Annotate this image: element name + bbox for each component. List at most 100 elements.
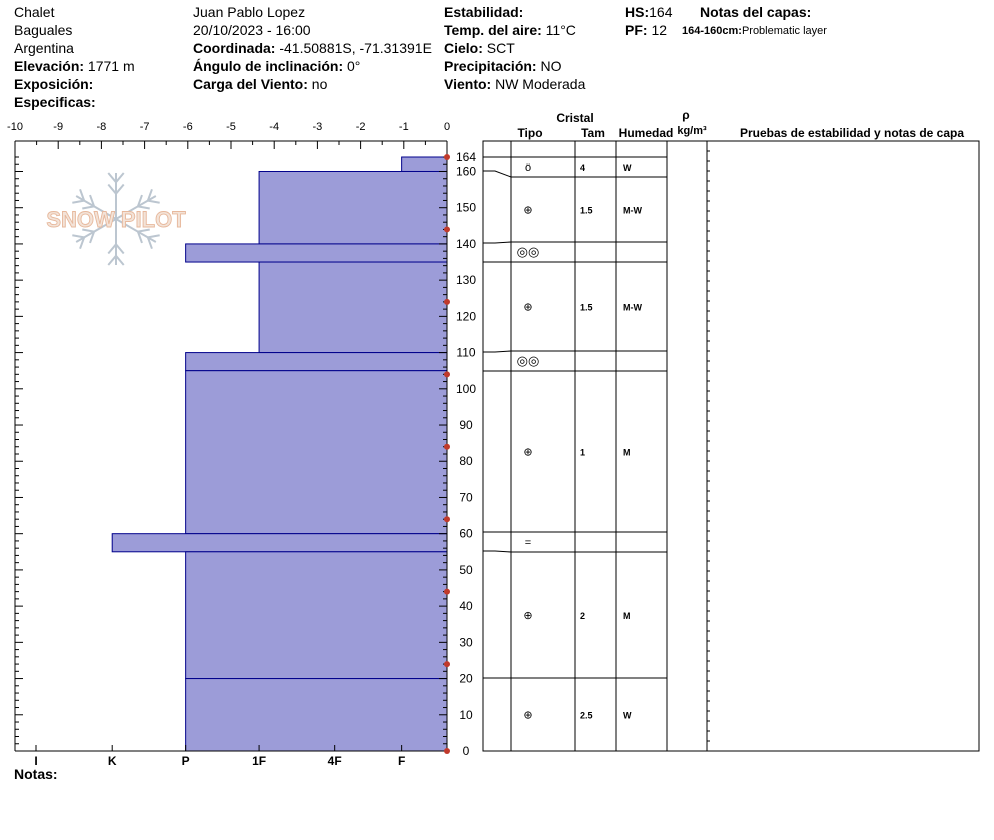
moisture-code: M-W [623, 303, 642, 313]
temp-tick-label: -3 [313, 121, 323, 133]
density-symbol: ρ [682, 108, 689, 122]
svg-text:SNOW PILOT: SNOW PILOT [46, 207, 186, 232]
height-tick-label: 120 [456, 309, 476, 323]
temp-tick-label: -7 [140, 121, 150, 133]
height-tick-label: 140 [456, 237, 476, 251]
hardness-bar [185, 678, 448, 752]
hardness-label: 4F [328, 754, 342, 768]
air-temperature: Temp. del aire: 11°C [444, 22, 576, 38]
layer-connector [483, 170, 512, 178]
layer-note: 164-160cm:Problematic layer [682, 25, 827, 37]
temp-tick-label: -2 [356, 121, 366, 133]
grain-size: 1.5 [580, 206, 593, 216]
hardness-label: F [398, 754, 405, 768]
layer-table-frame [482, 140, 980, 752]
grain-type-symbol: ⊕ [523, 710, 532, 722]
snow-height: HS:164 [625, 4, 673, 20]
density-unit: kg/m³ [677, 125, 707, 137]
moisture-code: W [623, 711, 632, 721]
hardness-bar [258, 261, 448, 354]
stability-label: Estabilidad: [444, 4, 524, 20]
temperature-point [444, 588, 450, 595]
height-tick-label: 70 [459, 490, 473, 504]
height-tick-label: 50 [459, 563, 473, 577]
grain-type-symbol: ⊕ [523, 447, 532, 459]
hardness-bar [185, 370, 448, 535]
temperature-point [444, 226, 450, 233]
observer-name: Juan Pablo Lopez [193, 4, 306, 20]
elevation: Elevación: 1771 m [14, 58, 135, 74]
layer-connector [483, 241, 512, 244]
country-name: Argentina [14, 40, 74, 56]
temp-tick-label: 0 [444, 121, 450, 133]
hardness-label: P [182, 754, 190, 768]
moisture-header: Humedad [619, 126, 674, 140]
precipitation: Precipitación: NO [444, 58, 562, 74]
height-tick-label: 100 [456, 382, 476, 396]
wind: Viento: NW Moderada [444, 76, 586, 92]
grain-size: 1.5 [580, 303, 593, 313]
slope-angle: Ángulo de inclinación: 0° [193, 58, 361, 74]
temperature-point [444, 443, 450, 450]
temperature-point [444, 371, 450, 378]
temperature-point [444, 298, 450, 305]
height-tick-label: 90 [459, 418, 473, 432]
temperature-point [444, 661, 450, 668]
moisture-code: M [623, 448, 631, 458]
hardness-label: I [34, 754, 37, 768]
size-header: Tam [581, 126, 605, 140]
temp-tick-label: -10 [7, 121, 23, 133]
hardness-label: K [108, 754, 117, 768]
temp-tick-label: -8 [97, 121, 107, 133]
hardness-bar [111, 533, 448, 553]
hardness-bar [185, 352, 448, 372]
temp-tick-label: -9 [53, 121, 63, 133]
height-tick-label: 80 [459, 454, 473, 468]
grain-type-symbol: ◎◎ [517, 244, 540, 259]
temperature-point [444, 516, 450, 523]
temp-tick-label: -5 [226, 121, 236, 133]
notes-label: Notas: [14, 766, 58, 782]
observation-datetime: 20/10/2023 - 16:00 [193, 22, 311, 38]
temperature-point [444, 748, 450, 754]
height-tick-label: 150 [456, 201, 476, 215]
moisture-code: W [623, 163, 632, 173]
temp-tick-label: -6 [183, 121, 193, 133]
height-tick-label: 164 [456, 150, 476, 164]
hardness-bar [185, 243, 448, 263]
moisture-code: M [623, 611, 631, 621]
grain-type-symbol: ⊕ [523, 205, 532, 217]
hardness-label: 1F [252, 754, 266, 768]
tests-header: Pruebas de estabilidad y notas de capa [740, 126, 964, 140]
height-tick-label: 30 [459, 635, 473, 649]
height-tick-label: 130 [456, 273, 476, 287]
grain-size: 2.5 [580, 711, 593, 721]
temp-tick-label: -1 [399, 121, 409, 133]
temp-tick-label: -4 [269, 121, 279, 133]
height-tick-label: 10 [459, 708, 473, 722]
snowpilot-watermark: SNOW PILOT [46, 172, 187, 266]
height-tick-label: 110 [456, 346, 475, 360]
area-name: Baguales [14, 22, 73, 38]
layer-connector [483, 350, 512, 353]
height-tick-label: 60 [459, 527, 473, 541]
grain-type-symbol: ⊕ [523, 610, 532, 622]
grain-type-symbol: ⊕ [523, 302, 532, 314]
hardness-bar [401, 156, 448, 172]
temperature-point [444, 154, 450, 160]
moisture-code: M-W [623, 206, 642, 216]
sky-condition: Cielo: SCT [444, 40, 515, 56]
height-tick-label: 0 [463, 744, 470, 758]
wind-loading: Carga del Viento: no [193, 76, 328, 92]
grain-size: 1 [580, 448, 585, 458]
grain-size: 2 [580, 611, 585, 621]
height-tick-label: 160 [456, 164, 476, 178]
type-header: Tipo [517, 126, 542, 140]
hardness-bar [258, 170, 448, 245]
grain-type-symbol: ◎◎ [517, 353, 540, 368]
coordinates: Coordinada: -41.50881S, -71.31391E [193, 40, 432, 56]
grain-type-symbol: ö [525, 162, 531, 174]
grain-type-symbol: = [525, 537, 531, 549]
penetration-foot: PF: 12 [625, 22, 668, 38]
